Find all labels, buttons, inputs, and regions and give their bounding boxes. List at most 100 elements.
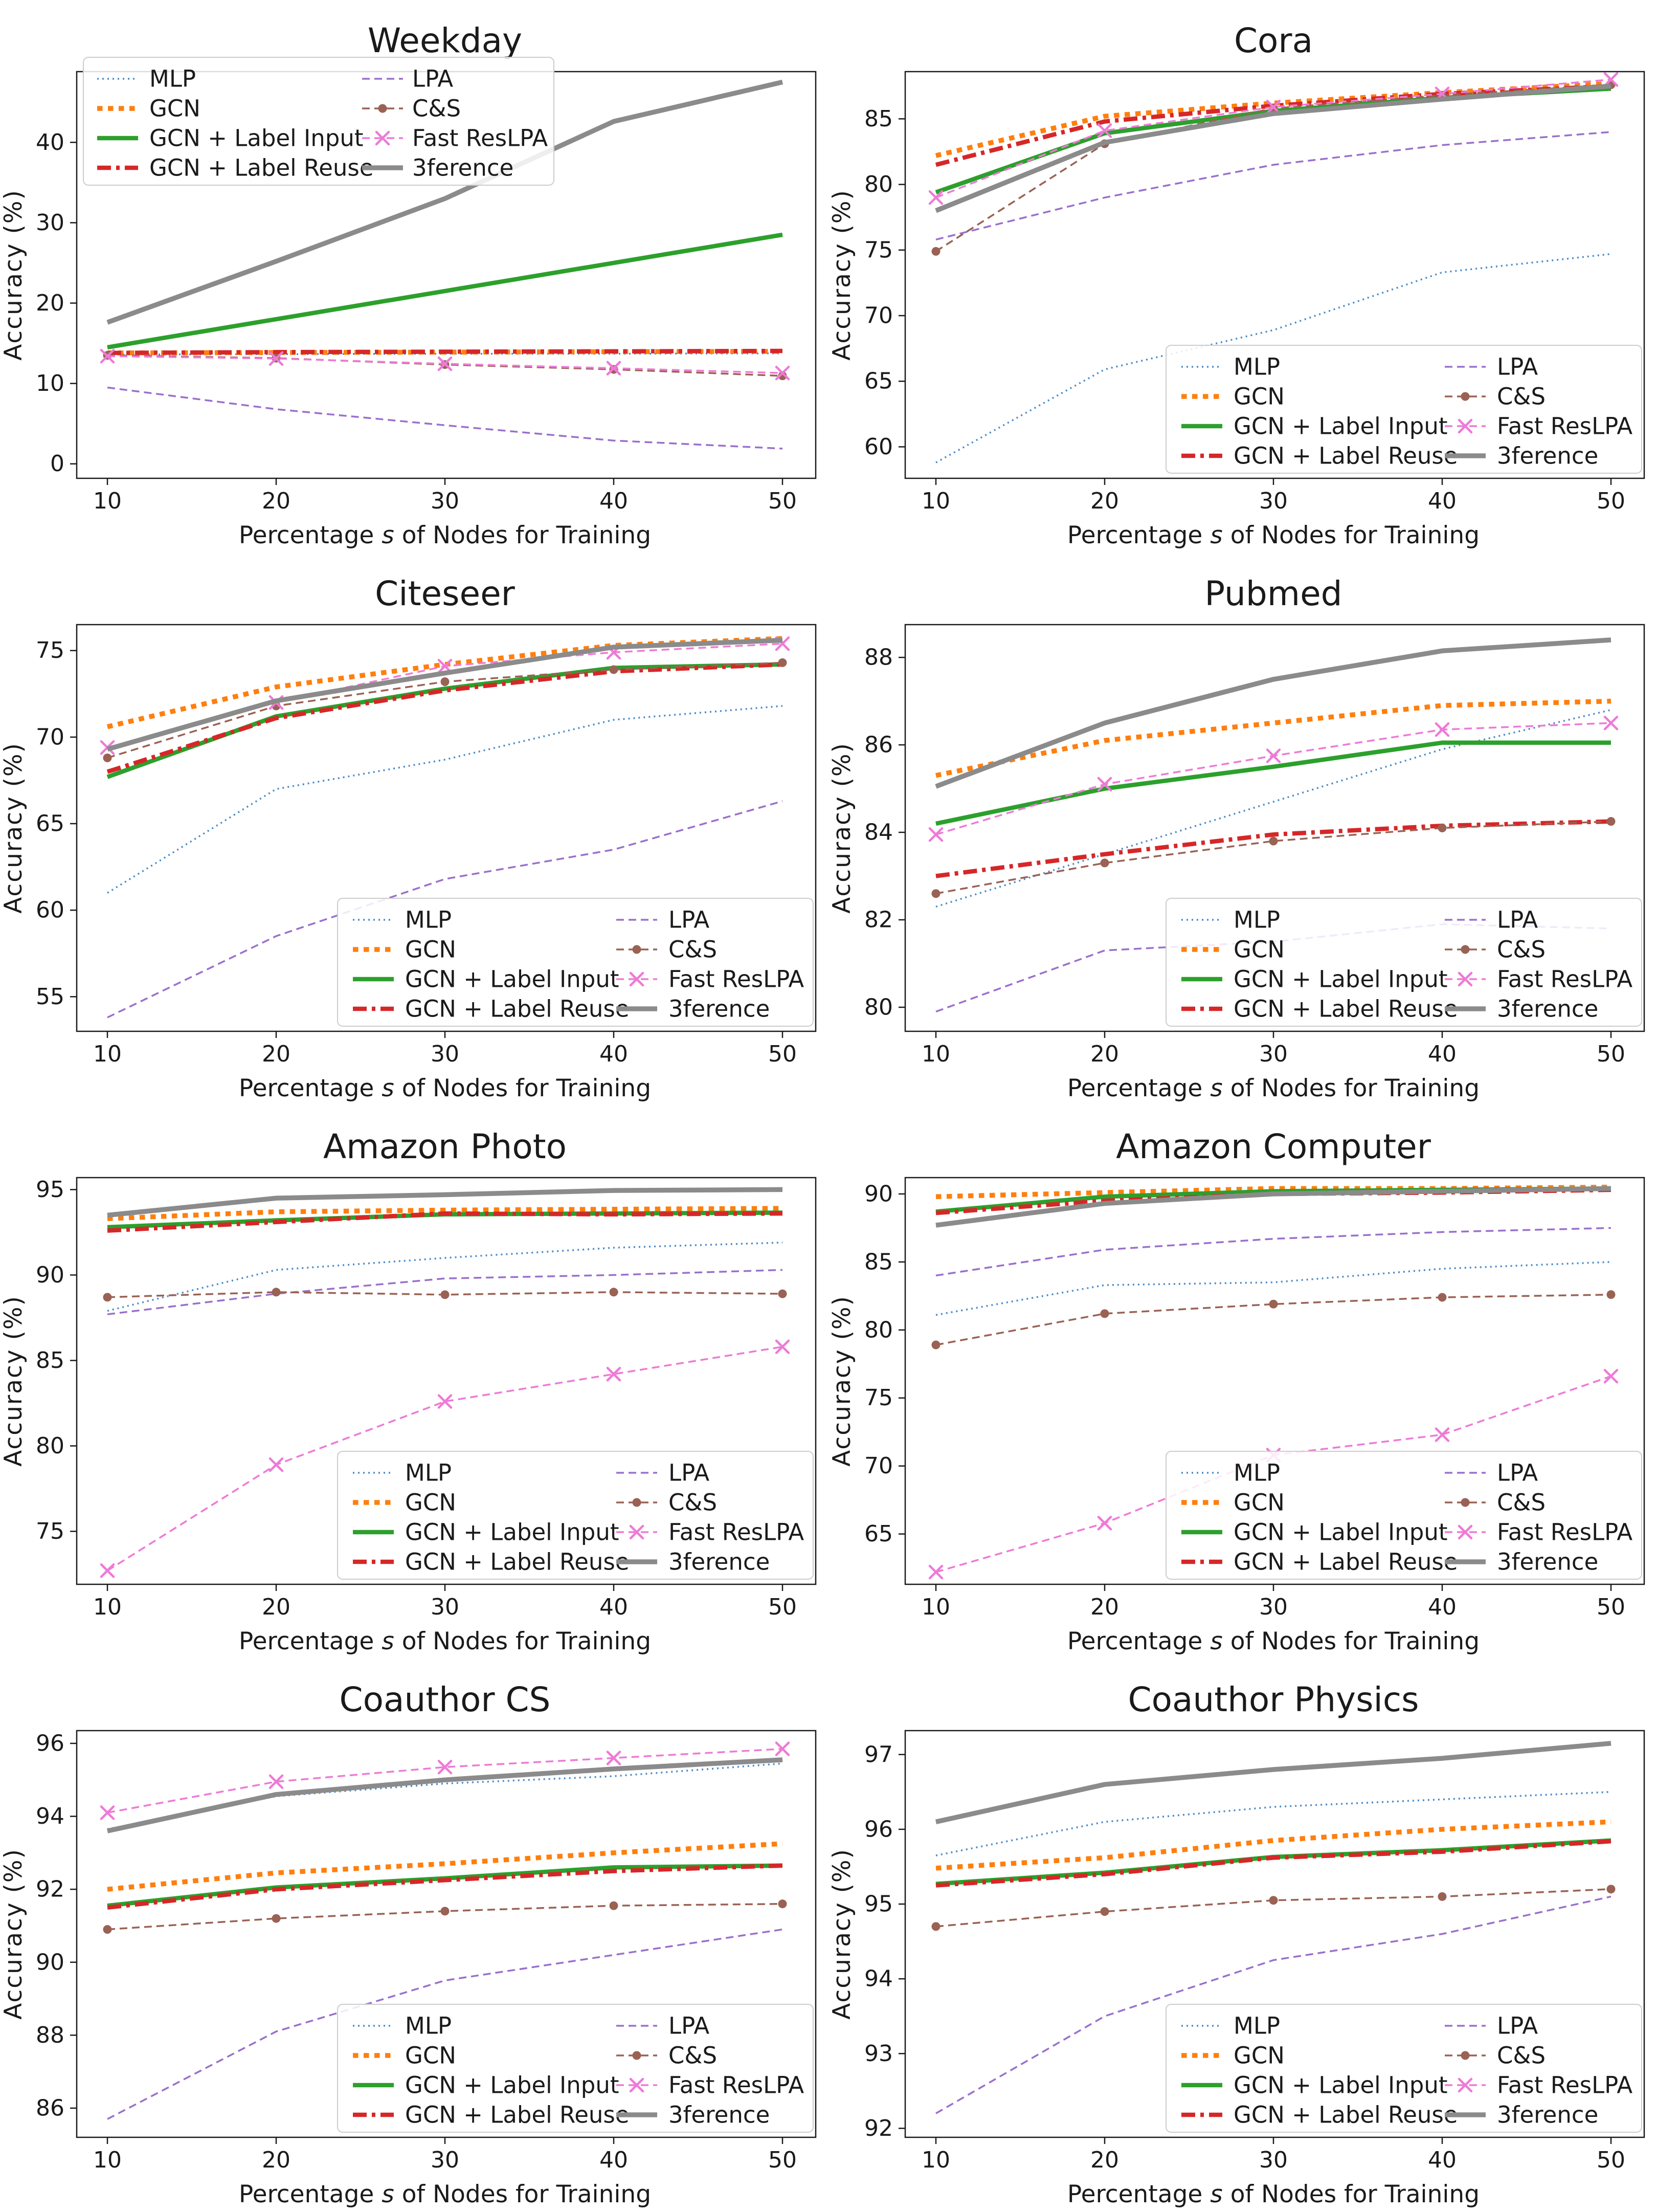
series-lpa <box>107 1269 783 1315</box>
point-marker-x <box>775 365 790 381</box>
legend-label-3ference: 3ference <box>668 1549 770 1576</box>
point-marker-x <box>268 1457 284 1472</box>
legend-label-gcn-label-input: GCN + Label Input <box>405 966 619 993</box>
legend-box <box>1166 898 1642 1027</box>
x-tick-label: 40 <box>1428 1041 1457 1067</box>
point-marker-circle <box>609 1901 618 1910</box>
point-marker-x <box>1603 716 1619 731</box>
series-line-lpa <box>935 1227 1611 1277</box>
y-tick-label: 70 <box>864 1453 893 1479</box>
point-marker-x <box>1603 1368 1619 1384</box>
series-line-mlp <box>935 253 1611 463</box>
legend-label-fast-reslpa: Fast ResLPA <box>412 125 548 152</box>
legend-box <box>1166 1451 1642 1580</box>
point-marker-x <box>1458 418 1473 434</box>
x-axis-label: Percentage s of Nodes for Training <box>1067 2180 1480 2208</box>
legend-label-fast-reslpa: Fast ResLPA <box>1497 2072 1632 2099</box>
x-axis-label-s: s <box>382 1627 394 1655</box>
chart-title: Coauthor CS <box>340 1680 551 1719</box>
x-axis-label-part: Percentage <box>1067 1627 1210 1655</box>
series-c-s <box>931 1885 1616 1931</box>
legend-label-mlp: MLP <box>405 906 452 934</box>
x-tick-label: 40 <box>1428 1594 1457 1620</box>
x-tick-label: 40 <box>599 2147 628 2173</box>
series-gcn-label-input <box>107 1863 783 1908</box>
x-axis-label-part: of Nodes for Training <box>1223 1627 1480 1655</box>
y-tick-label: 90 <box>864 1181 893 1207</box>
x-axis-label-s: s <box>382 521 394 549</box>
point-marker-circle <box>609 665 618 674</box>
subplot-amazon-photo: Amazon Photo 75 80 85 90 95 10 20 30 40 50 Accuracy… <box>0 1106 828 1659</box>
chart-title: Weekday <box>368 21 522 60</box>
series-gcn-label-input <box>107 232 783 350</box>
legend-box <box>1166 2004 1642 2133</box>
series-fast-reslpa <box>100 348 790 381</box>
legend-label-lpa: LPA <box>668 2012 709 2040</box>
x-axis-label: Percentage s of Nodes for Training <box>1067 1074 1480 1102</box>
x-axis-label: Percentage s of Nodes for Training <box>239 521 651 549</box>
point-marker-circle <box>1461 1498 1470 1507</box>
plot-area-border <box>904 1730 1645 2138</box>
point-marker-circle <box>931 1922 941 1931</box>
legend-label-3ference: 3ference <box>1497 2102 1598 2129</box>
point-marker-circle <box>1100 1907 1109 1916</box>
y-axis-ticks: 80 82 84 86 88 <box>864 645 905 1020</box>
legend-label-c-s: C&S <box>1497 936 1546 963</box>
point-marker-circle <box>440 677 450 687</box>
point-marker-x <box>437 1394 453 1409</box>
legend-label-lpa: LPA <box>668 1459 709 1487</box>
x-axis-ticks: 10 20 30 40 50 <box>922 1031 1625 1067</box>
legend-label-gcn: GCN <box>1234 936 1285 963</box>
y-axis-ticks: 60 65 70 75 80 85 <box>864 106 905 460</box>
legend-box <box>337 898 814 1027</box>
point-marker-circle <box>1438 1892 1447 1901</box>
series-fast-reslpa <box>100 1741 790 1820</box>
legend-label-gcn: GCN <box>405 1489 456 1516</box>
series-gcn <box>107 1206 783 1221</box>
y-axis-label: Accuracy (%) <box>828 1848 856 2020</box>
point-marker-circle <box>632 2051 641 2060</box>
legend-label-lpa: LPA <box>1497 2012 1538 2040</box>
chart-title: Cora <box>1234 21 1313 60</box>
x-axis-label-part: Percentage <box>1067 1074 1210 1102</box>
series-c-s <box>931 817 1616 898</box>
legend-label-lpa: LPA <box>1497 906 1538 934</box>
x-tick-label: 50 <box>768 2147 797 2173</box>
series-3ference <box>106 1757 783 1833</box>
x-axis-label: Percentage s of Nodes for Training <box>1067 1627 1480 1655</box>
x-tick-label: 40 <box>1428 488 1457 514</box>
point-marker-circle <box>778 1289 787 1298</box>
x-tick-label: 10 <box>93 488 122 514</box>
x-tick-label: 10 <box>922 1041 950 1067</box>
legend-label-fast-reslpa: Fast ResLPA <box>1497 1519 1632 1546</box>
series-line-fast-reslpa <box>107 643 783 748</box>
series-gcn-label-reuse <box>107 348 783 356</box>
point-marker-circle <box>609 1288 618 1297</box>
series-3ference <box>106 637 783 752</box>
point-marker-circle <box>1100 1309 1109 1318</box>
y-axis-label: Accuracy (%) <box>828 189 856 361</box>
series-gcn <box>935 1819 1611 1871</box>
x-axis-ticks: 10 20 30 40 50 <box>93 1584 797 1620</box>
series-line-gcn-label-input <box>107 232 783 350</box>
subplot-pubmed: Pubmed 80 82 84 86 88 10 20 30 40 50 Accuracy (%) Pe… <box>828 553 1657 1106</box>
x-tick-label: 30 <box>431 2147 459 2173</box>
series-mlp <box>107 705 783 894</box>
y-tick-label: 84 <box>864 820 893 846</box>
subplot-amazon-computer: Amazon Computer 65 70 75 80 85 90 10 20 30 40 50 Acc… <box>828 1106 1657 1659</box>
point-marker-x <box>1458 1524 1473 1540</box>
point-marker-x <box>629 1524 644 1540</box>
chart-canvas-amazon-photo: Amazon Photo 75 80 85 90 95 10 20 30 40 50 Accuracy… <box>0 1127 817 1655</box>
x-tick-label: 50 <box>1597 2147 1625 2173</box>
subplot-weekday: Weekday 0 10 20 30 40 10 20 30 40 50 Accuracy (%) Pe… <box>0 0 828 553</box>
x-tick-label: 30 <box>431 1594 459 1620</box>
y-tick-label: 20 <box>36 290 64 316</box>
series-mlp <box>935 253 1611 463</box>
series-line-gcn-label-input <box>107 1863 783 1908</box>
legend-box <box>1166 345 1642 474</box>
point-marker-circle <box>1461 2051 1470 2060</box>
